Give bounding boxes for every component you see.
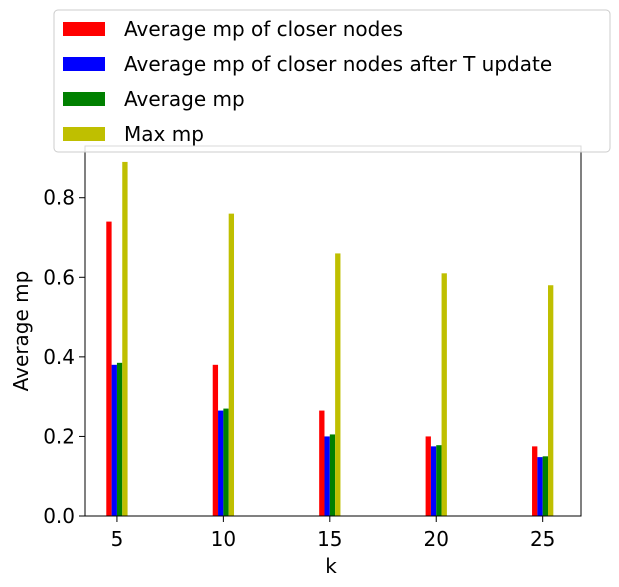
legend-swatch-2 [63, 57, 105, 71]
bar-series-2-k-25 [537, 457, 543, 516]
legend-box [53, 9, 611, 153]
y-tick-label: 0.4 [43, 345, 75, 369]
bar-series-3-k-10 [223, 408, 229, 516]
y-axis-label: Average mp [9, 271, 33, 392]
x-tick-label: 10 [211, 527, 236, 551]
legend-label-2: Average mp of closer nodes after T updat… [124, 52, 552, 76]
y-tick-label: 0.0 [43, 504, 75, 528]
x-axis-label: k [325, 554, 337, 578]
x-tick-label: 5 [111, 527, 124, 551]
x-axis-ticks: 5 10 15 20 25 [111, 516, 555, 551]
bar-series-3-k-25 [542, 456, 549, 516]
legend-swatch-4 [63, 127, 105, 141]
bars-group [106, 161, 554, 517]
bar-series-1-k-15 [319, 410, 325, 516]
bar-series-2-k-5 [111, 364, 117, 516]
y-axis-ticks: 0.0 0.2 0.4 0.6 0.8 [43, 186, 85, 528]
bar-series-3-k-20 [436, 445, 442, 516]
y-tick-label: 0.2 [43, 424, 75, 448]
bar-series-1-k-20 [425, 436, 431, 516]
legend-label-4: Max mp [124, 122, 204, 146]
legend: Average mp of closer nodes Average mp of … [53, 9, 611, 153]
x-tick-label: 15 [317, 527, 342, 551]
bar-series-3-k-15 [329, 434, 336, 516]
legend-label-3: Average mp [124, 87, 245, 111]
bar-series-3-k-5 [116, 362, 123, 516]
bar-series-4-k-10 [228, 213, 235, 517]
y-tick-label: 0.6 [43, 265, 75, 289]
bar-series-2-k-15 [324, 436, 330, 516]
bar-series-4-k-20 [441, 273, 447, 516]
bar-series-2-k-20 [430, 446, 437, 516]
legend-swatch-1 [63, 22, 105, 36]
legend-label-1: Average mp of closer nodes [124, 17, 403, 41]
bar-series-4-k-15 [335, 253, 341, 516]
x-tick-label: 25 [530, 527, 555, 551]
legend-swatch-3 [63, 92, 105, 106]
x-tick-label: 20 [424, 527, 449, 551]
y-tick-label: 0.8 [43, 186, 75, 210]
bar-series-4-k-25 [548, 285, 554, 516]
bar-series-1-k-5 [106, 221, 112, 516]
bar-series-2-k-10 [218, 410, 224, 516]
bar-series-1-k-25 [532, 446, 538, 516]
bar-series-1-k-10 [212, 364, 219, 516]
bar-series-4-k-5 [122, 161, 128, 516]
